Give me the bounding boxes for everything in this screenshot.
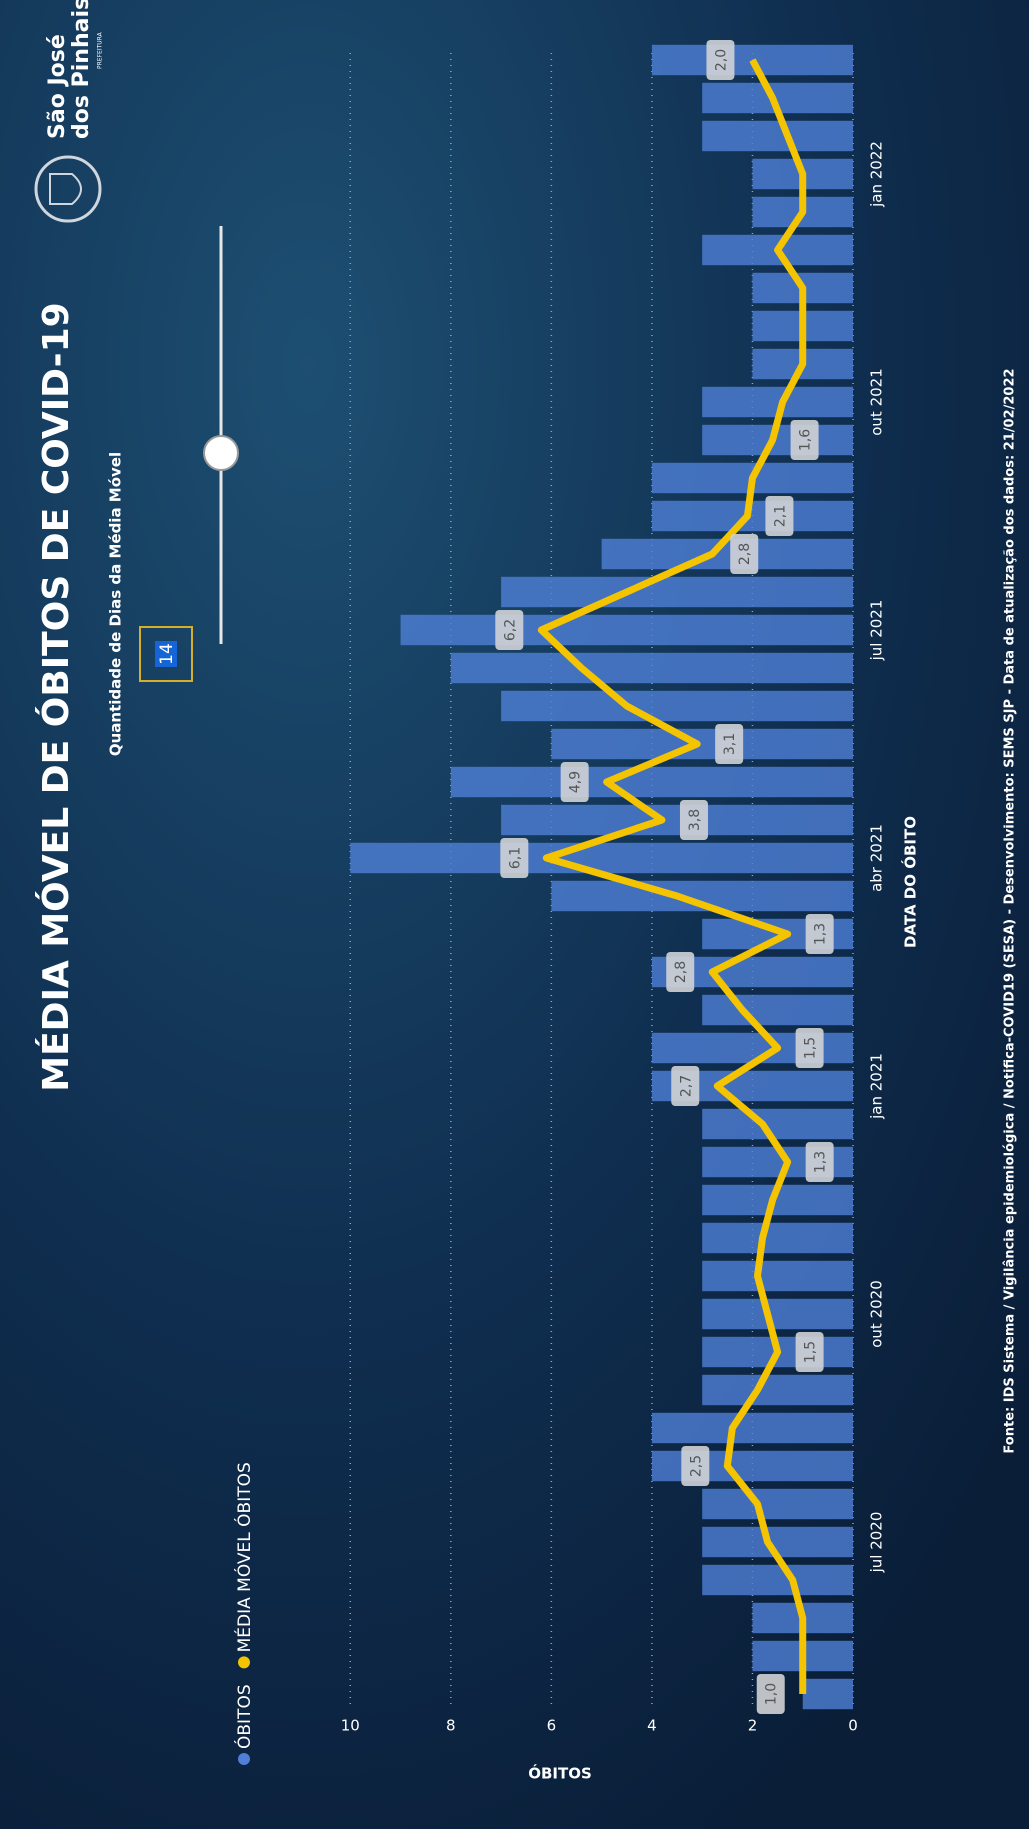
y-tick-label: 2	[748, 1717, 758, 1735]
logo-subtext: PREFEITURA	[97, 31, 104, 69]
bar	[702, 1374, 853, 1406]
slider-knob[interactable]	[203, 435, 239, 471]
data-label: 4,9	[568, 771, 584, 793]
bar	[702, 994, 853, 1026]
data-label: 2,8	[673, 961, 689, 983]
logo-shield	[49, 173, 82, 205]
logo-emblem	[34, 155, 102, 223]
data-label-box	[681, 1446, 710, 1486]
data-label: 1,3	[813, 1151, 829, 1173]
y-tick-label: 4	[647, 1717, 657, 1735]
x-tick-label: abr 2021	[868, 824, 886, 892]
data-label: 2,7	[678, 1075, 694, 1097]
x-tick-label: jul 2020	[868, 1512, 886, 1574]
bar	[702, 120, 853, 152]
bar	[802, 1678, 854, 1710]
legend-label: ÓBITOS	[233, 1684, 255, 1749]
data-label: 2,5	[688, 1455, 704, 1477]
bar	[702, 1298, 853, 1330]
bar	[400, 614, 853, 646]
y-axis-title: ÓBITOS	[528, 1764, 592, 1783]
bar	[551, 880, 853, 912]
data-label-box	[805, 1142, 834, 1182]
legend-marker	[238, 1753, 250, 1765]
footer: Fonte: IDS Sistema / Vigilância epidemio…	[1003, 368, 1018, 1453]
data-label-box	[795, 1332, 824, 1372]
data-label-box	[790, 420, 819, 460]
y-tick-label: 6	[547, 1717, 557, 1735]
bar	[702, 1222, 853, 1254]
data-label-box	[795, 1028, 824, 1068]
data-label: 1,6	[798, 429, 814, 451]
data-label: 3,8	[687, 809, 703, 831]
bar	[702, 386, 853, 418]
slider-label: Quantidade de Dias da Média Móvel	[107, 452, 125, 756]
data-label-box	[495, 610, 524, 650]
legend-marker	[238, 1656, 250, 1669]
bar	[450, 652, 853, 684]
moving-average-line	[537, 58, 807, 1694]
bar	[501, 690, 853, 722]
slider-value-box[interactable]	[139, 626, 193, 682]
data-label: 2,1	[772, 505, 788, 527]
data-label: 1,0	[764, 1683, 780, 1705]
data-label: 1,5	[803, 1341, 819, 1363]
bar	[651, 1412, 854, 1444]
data-label-box	[765, 496, 794, 536]
bar	[702, 1526, 853, 1558]
bar	[651, 500, 854, 532]
data-label-box	[756, 1674, 785, 1714]
data-label-box	[715, 724, 744, 764]
logo-text: São José	[45, 34, 70, 139]
data-label: 1,3	[813, 923, 829, 945]
bar	[450, 766, 853, 798]
bar	[702, 1260, 853, 1292]
x-tick-label: jan 2021	[868, 1053, 886, 1120]
y-tick-label: 8	[446, 1717, 456, 1735]
x-tick-label: out 2021	[868, 368, 886, 436]
data-label: 6,1	[507, 847, 523, 869]
bar	[350, 842, 853, 874]
data-label: 3,1	[722, 733, 738, 755]
data-label-box	[500, 838, 529, 878]
bar	[551, 728, 853, 760]
data-label: 6,2	[502, 619, 518, 641]
bar	[501, 576, 853, 608]
bar	[702, 82, 853, 114]
chart-title: MÉDIA MÓVEL DE ÓBITOS DE COVID-19	[35, 302, 77, 1091]
data-label: 1,5	[803, 1037, 819, 1059]
bar	[702, 1564, 853, 1596]
slider-value: 14	[157, 643, 177, 665]
data-label-box	[706, 40, 735, 80]
data-label-box	[805, 914, 834, 954]
x-tick-label: jan 2022	[868, 141, 886, 208]
bar	[702, 1108, 853, 1140]
x-tick-label: out 2020	[868, 1280, 886, 1348]
y-tick-label: 10	[341, 1717, 360, 1735]
logo-text: dos Pinhais	[69, 0, 94, 139]
slider-value-bg	[155, 641, 177, 667]
bar	[702, 1488, 853, 1520]
data-label: 2,8	[737, 543, 753, 565]
data-label-box	[730, 534, 759, 574]
legend-label: MÉDIA MÓVEL ÓBITOS	[233, 1462, 255, 1652]
bar	[651, 1070, 854, 1102]
data-label: 2,0	[713, 49, 729, 71]
data-label-box	[679, 800, 708, 840]
bar	[651, 956, 854, 988]
data-label-box	[560, 762, 589, 802]
data-label-box	[671, 1066, 700, 1106]
bar	[702, 1184, 853, 1216]
bar	[601, 538, 853, 570]
bar	[501, 804, 853, 836]
x-axis-title: DATA DO ÓBITO	[901, 816, 920, 948]
x-tick-label: jul 2021	[868, 600, 886, 662]
logo: São José dos Pinhais PREFEITURA	[34, 0, 104, 223]
y-tick-label: 0	[848, 1717, 858, 1735]
data-label-box	[666, 952, 695, 992]
